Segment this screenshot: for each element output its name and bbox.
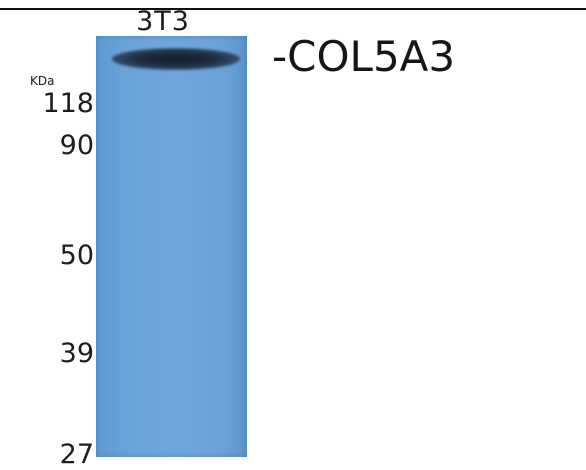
marker-50: 50 <box>59 240 94 271</box>
marker-27: 27 <box>59 439 94 470</box>
top-divider-line <box>0 8 586 10</box>
protein-label-col5a3: -COL5A3 <box>272 32 456 81</box>
marker-90: 90 <box>59 130 94 161</box>
lane-label-3t3: 3T3 <box>136 6 190 37</box>
marker-118: 118 <box>42 88 94 119</box>
unit-label-kda: KDa <box>30 74 55 88</box>
col5a3-band <box>112 48 240 70</box>
blot-lane <box>96 36 247 457</box>
marker-39: 39 <box>59 338 94 369</box>
